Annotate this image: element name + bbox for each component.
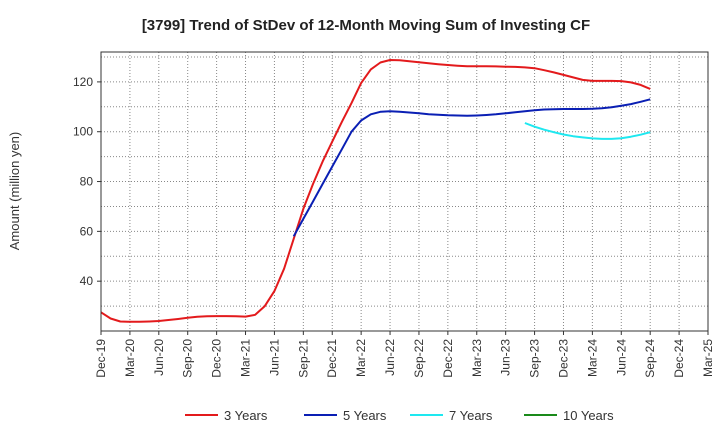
x-tick-label: Mar-20 [123, 339, 137, 377]
series-line-3 [524, 122, 651, 140]
y-tick-label: 100 [73, 125, 93, 139]
grid-layer [100, 52, 709, 332]
y-tick-label: 80 [80, 175, 94, 189]
y-tick-labels: 40 60 80 100 120 [73, 75, 101, 288]
x-tick-label: Sep-22 [412, 339, 426, 378]
y-tick-label: 120 [73, 75, 93, 89]
series-line-2 [292, 98, 651, 237]
plot-border [100, 51, 709, 332]
legend-label-1: 3 Years [224, 408, 268, 423]
y-tick-label: 60 [80, 224, 94, 238]
x-tick-label: Mar-22 [354, 339, 368, 377]
plot-area [100, 51, 709, 332]
x-tick-label: Sep-24 [643, 339, 657, 378]
x-tick-label: Sep-23 [528, 339, 542, 378]
x-tick-label: Dec-21 [325, 339, 339, 378]
legend-label-3: 7 Years [449, 408, 493, 423]
x-tick-label: Jun-21 [267, 339, 281, 376]
x-tick-labels: Dec-19 Mar-20 Jun-20 Sep-20 Dec-20 Mar-21 Jun-… [94, 331, 715, 378]
chart-title: [3799] Trend of StDev of 12-Month Moving… [142, 17, 590, 34]
x-tick-label: Jun-23 [499, 339, 513, 376]
x-tick-label: Dec-19 [94, 339, 108, 378]
x-tick-label: Mar-21 [239, 339, 253, 377]
x-tick-label: Dec-22 [441, 339, 455, 378]
x-tick-label: Mar-23 [470, 339, 484, 377]
y-tick-label: 40 [80, 274, 94, 288]
legend-label-4: 10 Years [563, 408, 614, 423]
plot-frame [101, 52, 708, 331]
x-tick-label: Dec-23 [556, 339, 570, 378]
series-layer [100, 59, 651, 323]
x-tick-label: Jun-20 [152, 339, 166, 376]
x-tick-label: Sep-21 [296, 339, 310, 378]
series-line-1 [100, 59, 651, 323]
x-tick-label: Sep-20 [181, 339, 195, 378]
y-axis-label: Amount (million yen) [7, 132, 22, 251]
x-tick-label: Jun-22 [383, 339, 397, 376]
x-tick-label: Dec-24 [672, 339, 686, 378]
x-tick-label: Jun-24 [614, 339, 628, 376]
x-tick-label: Mar-24 [585, 339, 599, 377]
x-tick-label: Dec-20 [210, 339, 224, 378]
legend: 3 Years 5 Years 7 Years 10 Years [185, 408, 614, 423]
x-tick-label: Mar-25 [701, 339, 715, 377]
legend-label-2: 5 Years [343, 408, 387, 423]
